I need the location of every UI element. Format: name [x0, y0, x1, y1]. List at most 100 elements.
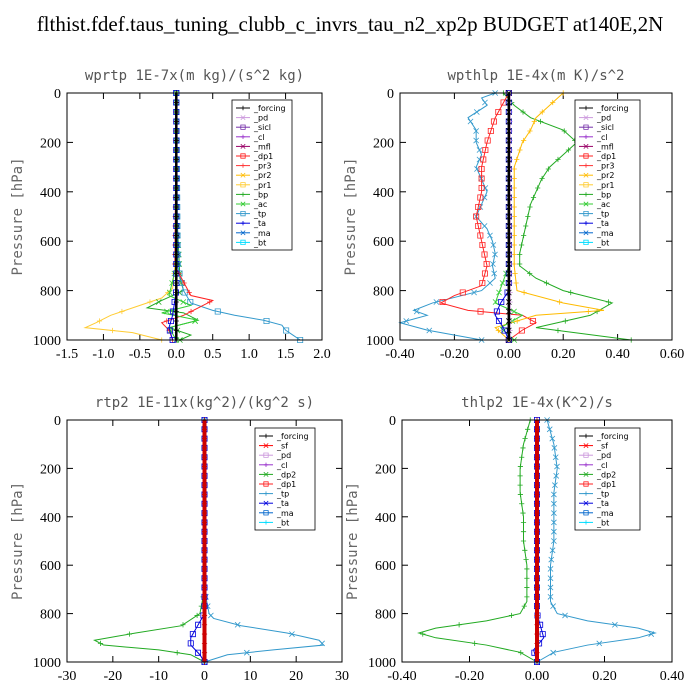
chart-panel-4: thlp2 1E-4x(K^2)/s Pressure [hPa] -0.40 -0.…	[345, 395, 684, 684]
legend-label-mfl: _mfl	[596, 142, 614, 151]
legend-label-pr2: _pr2	[596, 171, 614, 180]
series-marker-forcing	[201, 640, 208, 646]
series-marker-forcing	[173, 166, 179, 172]
legend-marker-pr2	[583, 172, 589, 178]
y-tick-label: 400	[40, 186, 61, 201]
series-marker-tp	[491, 270, 498, 277]
series-marker-ta	[173, 90, 180, 96]
x-tick-label: -0.20	[440, 347, 469, 362]
series-marker-dp2	[517, 482, 523, 488]
legend-label-bt: _bt	[253, 238, 266, 247]
x-tick-label: -1.0	[92, 347, 114, 362]
series-marker-dp2	[524, 594, 530, 600]
series-line-tp	[536, 419, 657, 663]
series-marker-dp2	[517, 463, 523, 470]
series-marker-dp1	[481, 251, 488, 258]
series-marker-forcing	[201, 594, 208, 600]
series-marker-dp1	[478, 166, 485, 172]
legend-label-cl: _cl	[253, 133, 265, 142]
series-marker-dp2	[520, 529, 527, 535]
legend-marker-sicl	[240, 124, 246, 130]
series-marker-dp1	[181, 280, 187, 286]
series-marker-pr2	[585, 308, 591, 315]
y-tick-label: 400	[373, 186, 394, 201]
series-marker-forcing	[173, 194, 179, 201]
series-marker-tp	[648, 631, 655, 637]
series-marker-forcing	[534, 612, 540, 619]
legend-marker-bp	[583, 192, 589, 197]
series-marker-forcing	[201, 454, 208, 460]
series-marker-bp	[527, 204, 533, 210]
y-tick-label: 800	[40, 608, 61, 623]
legend-label-pr1: _pr1	[253, 181, 271, 190]
legend-marker-ta	[583, 221, 589, 226]
series-marker-dp1	[478, 185, 485, 191]
legend-marker-mfl	[240, 143, 246, 149]
series-marker-pr1	[96, 318, 103, 324]
legend-label-ac: _ac	[253, 200, 267, 209]
series-marker-forcing	[534, 501, 540, 507]
y-tick-label: 200	[40, 136, 61, 151]
series-marker-dp1	[479, 242, 486, 248]
series-marker-ta	[539, 631, 546, 638]
series-marker-forcing	[201, 547, 208, 553]
series-marker-dp1	[483, 261, 490, 267]
x-tick-label: 0	[201, 669, 208, 684]
series-marker-tp	[550, 528, 557, 535]
series-marker-dp2	[126, 631, 133, 637]
series-marker-dp2	[472, 640, 478, 646]
legend-label-dp1: _dp1	[253, 152, 273, 161]
y-tick-label: 600	[373, 235, 394, 250]
series-marker-dp1	[482, 147, 489, 153]
series-marker-forcing	[173, 270, 179, 277]
series-marker-forcing	[505, 194, 512, 201]
legend-marker-sicl	[583, 124, 589, 130]
series-marker-tp	[433, 299, 440, 305]
legend-marker-ma	[240, 230, 246, 236]
series-marker-forcing	[173, 137, 179, 144]
series-marker-tp	[490, 242, 497, 248]
series-marker-tp	[550, 510, 557, 516]
x-tick-label: -20	[103, 669, 122, 684]
series-marker-tp	[289, 631, 295, 637]
x-tick-label: -0.40	[385, 347, 414, 362]
series-marker-pr1	[147, 299, 153, 305]
legend-marker-pd	[583, 452, 589, 458]
series-line-tp	[175, 92, 301, 341]
legend-label-pd: _pd	[276, 451, 291, 460]
series-marker-forcing	[505, 242, 512, 248]
series-marker-forcing	[173, 175, 179, 182]
series-marker-forcing	[201, 612, 208, 619]
series-marker-dp2	[517, 473, 523, 479]
legend-label-ma: _ma	[596, 229, 614, 238]
series-marker-forcing	[534, 631, 540, 637]
series-marker-ta	[495, 318, 502, 324]
series-marker-forcing	[201, 463, 208, 470]
series-marker-ta	[534, 417, 540, 423]
series-marker-tp	[426, 327, 433, 334]
series-marker-forcing	[505, 223, 512, 229]
series-marker-ac	[511, 308, 517, 315]
series-marker-dp1	[495, 109, 502, 115]
legend-label-ta: _ta	[596, 499, 609, 508]
series-marker-ac	[166, 289, 173, 296]
series-marker-tp	[473, 128, 480, 134]
series-marker-ac	[499, 280, 506, 286]
series-marker-bp	[530, 194, 537, 201]
series-marker-tp	[551, 445, 558, 451]
plot-frame	[66, 419, 343, 663]
series-marker-forcing	[505, 204, 512, 210]
series-marker-bp	[545, 166, 551, 172]
legend-label-dp1: _dp1	[276, 480, 296, 489]
legend-marker-bt	[583, 520, 589, 525]
series-marker-ta	[169, 337, 176, 343]
series-marker-forcing	[201, 482, 208, 488]
legend-label-cl: _cl	[276, 461, 288, 470]
series-marker-forcing	[173, 147, 179, 153]
series-marker-bp	[561, 128, 567, 134]
legend-label-pr3: _pr3	[253, 162, 271, 171]
y-axis-label: Pressure [hPa]	[345, 482, 361, 600]
series-marker-forcing	[173, 118, 179, 125]
series-marker-pr2	[521, 289, 527, 296]
series-marker-pr2	[550, 99, 556, 106]
